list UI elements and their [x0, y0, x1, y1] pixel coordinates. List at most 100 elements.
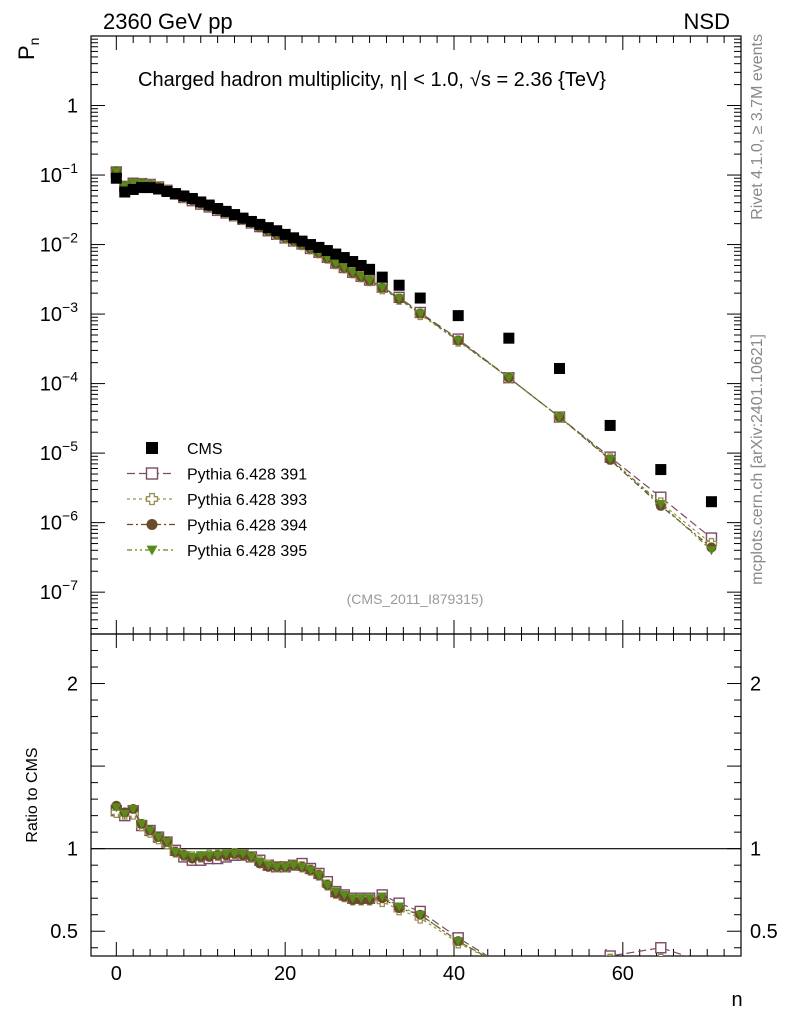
cms-data-point — [212, 203, 224, 215]
ratio-point-395 — [145, 826, 156, 836]
series — [110, 166, 718, 986]
legend-marker — [146, 442, 158, 454]
ratio-point-395 — [237, 849, 248, 859]
cms-data-point — [178, 190, 190, 202]
ratio-point-391 — [555, 976, 565, 986]
y-tick-mantissa: 10 — [40, 165, 62, 187]
legend-label: Pythia 6.428 395 — [187, 543, 307, 560]
mc-point-395 — [554, 413, 565, 423]
cms-data-point — [203, 199, 215, 211]
mc-line-394 — [115, 170, 712, 548]
cms-data-point — [313, 241, 325, 253]
cms-data-point — [554, 362, 566, 374]
cms-data-point — [195, 196, 207, 208]
ratio-point-395 — [415, 910, 426, 920]
mc-point-395 — [356, 272, 367, 282]
cms-data-point — [414, 292, 426, 304]
analysis-label: (CMS_2011_I879315) — [347, 591, 484, 607]
legend-marker — [145, 467, 159, 480]
ratio-point-391 — [604, 950, 616, 956]
mc-point-395 — [415, 309, 426, 319]
cms-data-point — [245, 215, 257, 227]
chart-title-energy: s = 2.36 {TeV} — [481, 69, 606, 91]
y-tick-exponent: −2 — [62, 230, 78, 246]
ratio-point-394 — [504, 964, 514, 974]
header-left: 2360 GeV pp — [103, 9, 233, 34]
y-tick-label: 10−7 — [40, 577, 78, 604]
cms-data-point — [304, 239, 316, 251]
cms-data-point — [153, 183, 165, 195]
cms-data-point — [655, 464, 667, 476]
ratio-line-395 — [115, 806, 487, 956]
x-tick-label: 60 — [612, 963, 634, 985]
ratio-point-395 — [246, 852, 257, 862]
y-tick-mantissa: 10 — [40, 443, 62, 465]
cms-data-point — [119, 186, 131, 198]
chart-title-main: Charged hadron multiplicity, — [138, 69, 384, 91]
ratio-point-395 — [364, 894, 375, 904]
cms-data-point — [220, 205, 232, 217]
ratio-point-395 — [170, 847, 181, 857]
mc-point-395 — [503, 373, 514, 383]
y-tick-mantissa: 10 — [40, 374, 62, 396]
mc-point-395 — [394, 294, 405, 304]
cms-data-point — [161, 185, 173, 197]
y-tick-mantissa: 10 — [40, 513, 62, 535]
ratio-point-395 — [254, 857, 265, 867]
cms-data-point — [604, 419, 616, 431]
cms-data-point — [288, 232, 300, 244]
mc-point-395 — [453, 336, 464, 346]
cms-data-point — [229, 209, 241, 221]
ratio-point-395 — [136, 819, 147, 829]
ratio-point-395 — [504, 965, 514, 974]
ratio-point-395 — [271, 862, 282, 872]
y-tick-label: 10−1 — [40, 160, 78, 187]
ratio-point-395 — [178, 851, 189, 861]
mc-point-395 — [128, 178, 139, 188]
y-tick-exponent: −7 — [62, 577, 78, 593]
ratio-point-395 — [605, 955, 616, 956]
cms-data-point — [169, 188, 181, 200]
cms-data-point — [503, 332, 515, 344]
ratio-point-391 — [655, 942, 667, 954]
ratio-point-395 — [111, 803, 122, 813]
ratio-point-395 — [204, 851, 215, 861]
ratio-point-391 — [706, 959, 716, 969]
y-tick-mantissa: 10 — [40, 582, 62, 604]
legend: CMS Pythia 6.428 391 Pythia 6.428 393 Pythi… — [127, 441, 307, 560]
x-axis-label: n — [731, 989, 742, 1011]
y-tick-label: 1 — [67, 96, 78, 118]
side-text-bottom: mcplots.cern.ch [arXiv:2401.10621] — [749, 334, 766, 585]
ratio-point-395 — [221, 849, 232, 859]
ratio-point-394 — [656, 959, 666, 969]
cms-data-point — [364, 263, 376, 275]
ratio-point-395 — [187, 852, 198, 862]
x-tick-label: 0 — [111, 963, 122, 985]
cms-data-point — [237, 212, 249, 224]
y-tick-label: 10−3 — [40, 299, 78, 326]
ratio-point-393 — [658, 953, 664, 956]
y-tick-exponent: −4 — [62, 369, 78, 385]
y-tick-label: 10−5 — [40, 438, 78, 465]
cms-data-point — [279, 228, 291, 240]
cms-data-point — [321, 245, 333, 257]
ratio-point-395 — [119, 809, 130, 819]
mc-point-395 — [706, 546, 717, 556]
ratio-point-395 — [297, 862, 308, 872]
ratio-point-395 — [161, 838, 172, 848]
ratio-point-394 — [555, 976, 565, 986]
y-tick-label: 10−4 — [40, 369, 78, 396]
ratio-point-395 — [347, 894, 358, 904]
y-tick-exponent: −1 — [62, 160, 78, 176]
ratio-y-axis-label: Ratio to CMS — [24, 747, 41, 842]
ratio-point-395 — [229, 849, 240, 859]
y-tick-exponent: −5 — [62, 438, 78, 454]
ratio-point-395 — [656, 957, 666, 966]
ratio-tick-label: 1 — [67, 839, 78, 861]
cms-data-point — [330, 248, 342, 260]
cms-data-point — [144, 182, 156, 194]
mc-point-395 — [339, 263, 350, 273]
mc-point-395 — [330, 259, 341, 269]
ratio-point-395 — [330, 887, 341, 897]
